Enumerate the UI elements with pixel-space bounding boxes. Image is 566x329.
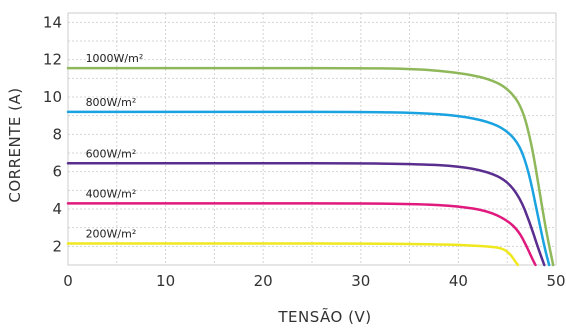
y-tick-labels: 2 4 6 8 10 12 14 — [43, 13, 62, 255]
x-tick-label: 40 — [449, 272, 468, 290]
series-label: 800W/m² — [86, 96, 137, 109]
series-labels: 1000W/m² 800W/m² 600W/m² 400W/m² 200W/m² — [86, 52, 144, 240]
x-tick-label: 50 — [546, 272, 565, 290]
x-tick-label: 20 — [254, 272, 273, 290]
y-tick-label: 10 — [43, 88, 62, 106]
series-label: 200W/m² — [86, 228, 137, 241]
series-line — [66, 162, 546, 267]
y-tick-label: 14 — [43, 13, 62, 31]
series-line — [66, 242, 520, 267]
series-label: 1000W/m² — [86, 52, 144, 65]
y-tick-label: 12 — [43, 51, 62, 69]
grid — [68, 13, 556, 265]
y-tick-label: 6 — [52, 163, 62, 181]
y-axis-title: CORRENTE (A) — [6, 87, 24, 202]
y-tick-label: 2 — [52, 237, 62, 255]
series-line — [66, 202, 537, 267]
series-label: 400W/m² — [86, 187, 137, 200]
series-lines — [66, 66, 555, 267]
series-line — [66, 110, 551, 267]
x-tick-label: 30 — [351, 272, 370, 290]
series-line — [66, 66, 555, 267]
x-tick-labels: 0 10 20 30 40 50 — [63, 272, 565, 290]
x-tick-label: 0 — [63, 272, 73, 290]
x-axis-title: TENSÃO (V) — [277, 307, 371, 326]
series-label: 600W/m² — [86, 147, 137, 160]
plot-frame — [67, 12, 557, 266]
y-tick-label: 8 — [52, 125, 62, 143]
x-tick-label: 10 — [156, 272, 175, 290]
y-tick-label: 4 — [52, 200, 62, 218]
